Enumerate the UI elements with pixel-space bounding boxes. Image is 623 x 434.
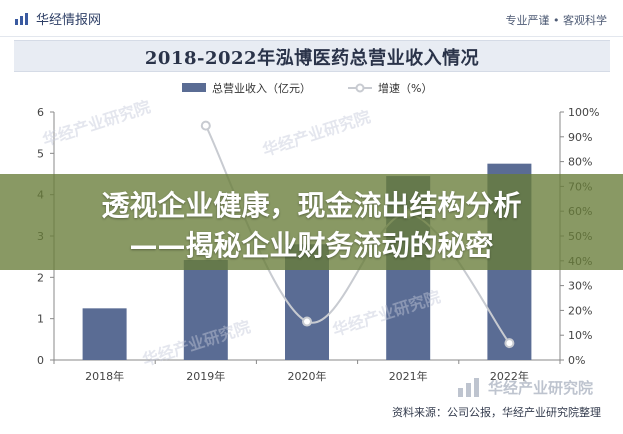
slogan: 专业严谨 • 客观科学 <box>505 14 607 27</box>
y-right-tick-label: 90% <box>568 131 592 144</box>
brand-name: 华经情报网 <box>36 13 102 28</box>
growth-point <box>200 120 211 131</box>
headline-banner: 透视企业健康，现金流出结构分析 ——揭秘企业财务流动的秘密 <box>0 174 623 270</box>
y-left-tick-label: 1 <box>37 313 44 326</box>
x-tick-label: 2019年 <box>186 369 225 383</box>
y-left-tick-label: 6 <box>37 106 44 119</box>
growth-point <box>302 316 312 327</box>
y-right-tick-label: 30% <box>568 280 592 293</box>
y-left-tick-label: 2 <box>37 271 44 284</box>
corner-watermark: 华经产业研究院 <box>456 376 593 398</box>
legend-line-marker <box>355 83 365 93</box>
x-tick-label: 2022年 <box>490 369 529 383</box>
x-tick-label: 2021年 <box>389 369 428 383</box>
legend-bar-label: 总营业收入（亿元） <box>212 81 311 95</box>
source-note: 资料来源：公司公报，华经产业研究院整理 <box>392 406 601 419</box>
legend-bar-swatch <box>182 83 206 92</box>
y-right-tick-label: 80% <box>568 156 592 169</box>
headline-line-2: ——揭秘企业财务流动的秘密 <box>129 229 494 262</box>
y-left-tick-label: 0 <box>37 354 44 367</box>
headline-line-1: 透视企业健康，现金流出结构分析 <box>101 189 522 222</box>
y-left-tick-label: 5 <box>37 147 44 160</box>
brand: 华经情报网 <box>14 9 101 28</box>
growth-point <box>504 338 515 349</box>
chart-title: 2018-2022年泓博医药总营业收入情况 <box>144 48 480 69</box>
x-tick-label: 2018年 <box>85 369 124 383</box>
chart-title-bar: 2018-2022年泓博医药总营业收入情况 <box>14 40 610 72</box>
watermark-logo-icon <box>458 378 479 397</box>
y-right-tick-label: 10% <box>568 329 592 342</box>
chart-logo-icon <box>15 12 28 25</box>
bar <box>183 259 228 360</box>
corner-watermark-text: 华经产业研究院 <box>488 378 594 397</box>
x-tick-label: 2020年 <box>288 369 327 383</box>
y-right-tick-label: 20% <box>568 304 592 317</box>
y-right-tick-label: 100% <box>568 106 599 119</box>
y-right-tick-label: 0% <box>568 354 585 367</box>
top-bar: 华经情报网 专业严谨 • 客观科学 <box>0 0 623 37</box>
bar <box>82 308 127 360</box>
legend-line-label: 增速（%） <box>378 81 432 95</box>
